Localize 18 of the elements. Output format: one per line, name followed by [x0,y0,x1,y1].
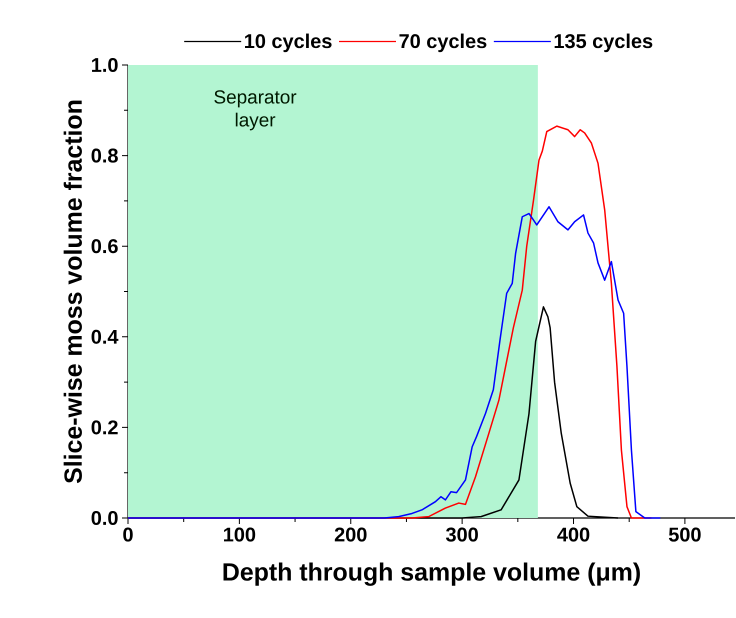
x-tick-label: 400 [557,528,590,542]
y-tick-label: 0.4 [92,330,118,344]
y-axis-title: Slice-wise moss volume fraction [64,100,82,484]
legend-label: 10 cycles [245,34,332,52]
x-tick-label: 300 [446,528,478,542]
x-axis-title: Depth through sample volume (μm) [224,562,640,586]
y-tick-label: 0.0 [92,510,118,526]
legend-label: 70 cycles [399,34,486,52]
y-tick-label: 1.0 [92,58,118,72]
y-tick-label: 0.8 [92,148,118,163]
x-tick-label: 100 [224,528,256,542]
x-tick-label: 0 [123,528,133,542]
band-label: Separator layer [214,90,296,130]
y-tick-label: 0.2 [92,420,118,434]
x-tick-label: 200 [334,528,367,542]
legend-label: 135 cycles [554,34,652,52]
x-tick-label: 500 [668,528,701,542]
y-tick-label: 0.6 [92,239,118,254]
